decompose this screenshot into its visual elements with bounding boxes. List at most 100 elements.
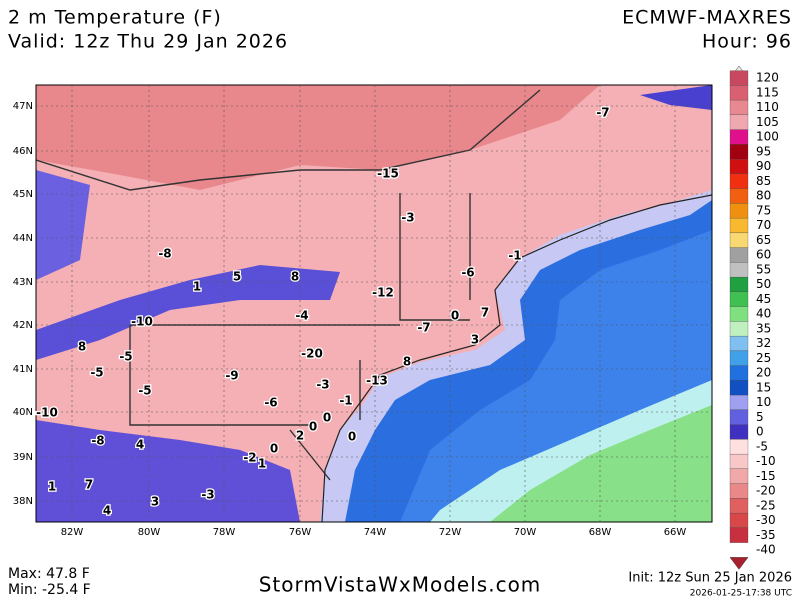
lon-label: 78W xyxy=(213,527,236,538)
colorbar-label: 65 xyxy=(756,233,771,247)
station-value: -5 xyxy=(138,384,151,398)
station-value: 1 xyxy=(193,280,201,294)
station-value: 0 xyxy=(323,411,331,425)
colorbar-label: 105 xyxy=(756,115,779,129)
colorbar-label: -40 xyxy=(756,543,776,557)
colorbar-label: 70 xyxy=(756,218,771,232)
colorbar-label: 35 xyxy=(756,321,771,335)
colorbar-swatch xyxy=(729,217,749,234)
lon-label: 68W xyxy=(589,527,612,538)
colorbar-swatch xyxy=(729,99,749,116)
station-value: -1 xyxy=(508,249,521,263)
colorbar-swatch xyxy=(729,439,749,455)
station-value: 8 xyxy=(291,270,299,284)
colorbar-swatch xyxy=(729,409,749,425)
lat-label: 41N xyxy=(13,364,33,375)
station-value: -7 xyxy=(417,321,430,335)
colorbar-label: -35 xyxy=(756,528,776,542)
colorbar-label: -10 xyxy=(756,454,776,468)
lat-label: 46N xyxy=(13,146,33,157)
lon-label: 72W xyxy=(439,527,462,538)
colorbar-swatch xyxy=(729,365,749,381)
colorbar-swatch xyxy=(729,321,749,337)
colorbar-swatch xyxy=(729,129,749,145)
colorbar-swatch xyxy=(729,247,749,263)
station-value: -10 xyxy=(131,315,153,329)
colorbar-label: 80 xyxy=(756,189,771,203)
cold-region xyxy=(36,85,600,190)
map xyxy=(35,84,713,523)
colorbar-swatch xyxy=(729,394,749,411)
colorbar-swatch xyxy=(729,158,749,175)
station-value: -4 xyxy=(295,309,308,323)
colorbar-label: 75 xyxy=(756,203,771,217)
colorbar-swatch xyxy=(729,483,749,499)
min-value: Min: -25.4 F xyxy=(8,582,91,598)
colorbar-swatch xyxy=(729,291,749,307)
station-value: -5 xyxy=(90,366,103,380)
colorbar-swatch xyxy=(729,188,749,204)
colorbar-swatch xyxy=(729,232,749,248)
site-name: StormVistaWxModels.com xyxy=(259,573,542,597)
lat-label: 38N xyxy=(13,496,33,507)
station-value: -10 xyxy=(36,406,58,420)
colorbar-label: 85 xyxy=(756,174,771,188)
station-value: 4 xyxy=(103,504,111,518)
station-value: 2 xyxy=(296,429,304,443)
colorbar-label: 115 xyxy=(756,85,779,99)
colorbar-label: 95 xyxy=(756,144,771,158)
lon-label: 82W xyxy=(61,527,84,538)
station-value: -15 xyxy=(377,167,399,181)
init-time: Init: 12z Sun 25 Jan 2026 xyxy=(628,571,792,586)
station-value: 0 xyxy=(348,430,356,444)
station-value: 8 xyxy=(403,355,411,369)
lon-label: 76W xyxy=(289,527,312,538)
timestamp: 2026-01-25-17:38 UTC xyxy=(690,589,792,599)
station-value: -2 xyxy=(243,451,256,465)
station-value: 1 xyxy=(48,480,56,494)
colorbar-swatch xyxy=(729,453,749,470)
colorbar-swatch xyxy=(729,70,749,86)
station-value: 7 xyxy=(85,478,93,492)
colorbar-label: 60 xyxy=(756,248,771,262)
lat-label: 44N xyxy=(13,233,33,244)
station-value: 5 xyxy=(233,270,241,284)
lake-huron xyxy=(36,170,90,280)
colorbar-swatch xyxy=(729,527,749,543)
lat-label: 40N xyxy=(13,407,33,418)
station-value: -12 xyxy=(372,286,394,300)
station-value: 7 xyxy=(481,306,489,320)
colorbar-label: 32 xyxy=(756,336,771,350)
station-value: -3 xyxy=(316,378,329,392)
lat-label: 39N xyxy=(13,452,33,463)
lon-label: 70W xyxy=(514,527,537,538)
colorbar-swatch xyxy=(729,335,749,352)
colorbar-swatch xyxy=(729,144,749,160)
colorbar-label: 15 xyxy=(756,380,771,394)
map-frame xyxy=(35,84,713,523)
colorbar-swatch xyxy=(729,85,749,101)
colorbar-label: 100 xyxy=(756,130,779,144)
lon-label: 66W xyxy=(664,527,687,538)
colorbar-label: -5 xyxy=(756,439,768,453)
colorbar-swatch xyxy=(729,276,749,293)
station-value: 0 xyxy=(451,309,459,323)
station-value: 0 xyxy=(270,442,278,456)
colorbar-label: -15 xyxy=(756,469,776,483)
lat-label: 43N xyxy=(13,277,33,288)
colorbar-swatch xyxy=(729,498,749,514)
colorbar-label: 20 xyxy=(756,366,771,380)
station-value: 4 xyxy=(136,438,144,452)
lon-label: 74W xyxy=(364,527,387,538)
station-value: -7 xyxy=(596,106,609,120)
colorbar-swatch xyxy=(729,424,749,440)
ocean-green xyxy=(490,405,712,522)
colorbar-label: 50 xyxy=(756,277,771,291)
colorbar-label: 90 xyxy=(756,159,771,173)
model-name: ECMWF-MAXRES xyxy=(622,7,792,29)
colorbar-swatch xyxy=(729,468,749,484)
colorbar-swatch xyxy=(729,262,749,278)
station-value: -6 xyxy=(461,266,474,280)
station-value: -3 xyxy=(401,211,414,225)
colorbar-swatch xyxy=(729,114,749,130)
